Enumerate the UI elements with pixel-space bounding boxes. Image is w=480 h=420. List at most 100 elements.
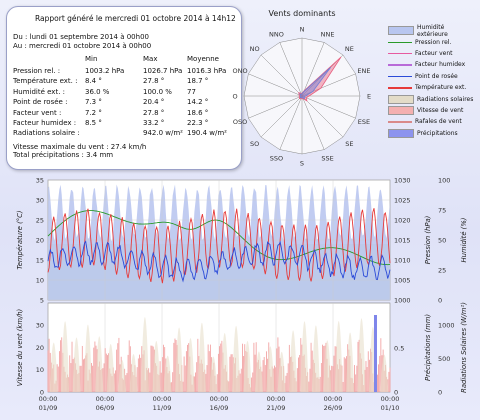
wind-tick: 10 xyxy=(36,366,44,374)
chart-legend: Humidité extérieure Pression rel. Facteur … xyxy=(388,24,476,139)
total-precip: Total précipitations : 3.4 mm xyxy=(13,151,114,159)
wind-bar xyxy=(117,343,119,392)
wind-bar xyxy=(239,373,241,392)
wind-bar xyxy=(173,342,175,392)
solar-bump xyxy=(266,346,275,392)
main-charts: 3530252015105103010251020101510101005100… xyxy=(16,177,468,413)
legend-label: Vitesse de vent xyxy=(417,106,464,114)
solar-bump xyxy=(106,343,115,392)
wind-bar xyxy=(149,372,151,392)
rose-direction-label: SO xyxy=(250,140,259,148)
report-min: 1003.2 hPa xyxy=(85,67,125,75)
wind-bar xyxy=(240,368,242,392)
wind-bar xyxy=(195,372,197,392)
rose-direction-label: ESE xyxy=(358,118,370,126)
report-max: 100.0 % xyxy=(143,87,172,96)
wind-rose-title: Vents dominants xyxy=(268,9,335,18)
dewpoint-line xyxy=(47,240,391,283)
humidity-tick: 100 xyxy=(438,177,450,185)
rose-direction-label: S xyxy=(300,160,304,168)
solar-bump xyxy=(220,332,229,392)
wind-bar xyxy=(344,358,346,392)
x-tick-date: 26/09 xyxy=(324,404,343,412)
solar-bump xyxy=(72,337,81,392)
solar-tick: 500 xyxy=(438,355,450,363)
wind-bar xyxy=(354,365,355,392)
humidity-tick: 25 xyxy=(438,267,446,275)
wind-bar xyxy=(171,382,172,392)
wind-bar xyxy=(113,373,115,392)
wind-bar xyxy=(48,338,50,392)
report-avg: 77 xyxy=(187,87,196,96)
report-min: 8.4 ° xyxy=(85,77,102,86)
wind-bar xyxy=(140,357,142,392)
wind-bar xyxy=(278,346,280,392)
pressure-tick: 1010 xyxy=(394,257,411,265)
wind-bar xyxy=(309,368,311,392)
wind-bar xyxy=(264,365,266,392)
report-from: Du : lundi 01 septembre 2014 à 00h00 xyxy=(13,33,149,41)
solar-bump xyxy=(323,340,332,392)
wind-bar xyxy=(151,345,153,392)
solar-bump xyxy=(357,318,366,392)
wind-bar xyxy=(107,355,108,392)
wind-bar xyxy=(208,351,210,392)
wind-bar xyxy=(69,355,71,392)
pressure-tick: 1030 xyxy=(394,177,411,185)
wind-bar xyxy=(127,354,129,392)
col-avg: Moyenne xyxy=(187,55,219,63)
legend-label: Température ext. xyxy=(415,84,467,92)
wind-bar xyxy=(193,376,195,392)
solar-bump xyxy=(243,341,252,392)
precip-bar xyxy=(373,315,377,392)
precip-axis-title: Précipitations (mm) xyxy=(424,314,432,381)
report-min: 36.0 % xyxy=(85,87,110,96)
precip-tick: 0.5 xyxy=(394,345,404,353)
legend-item: Vitesse de vent xyxy=(388,105,476,116)
x-tick-time: 00:00 xyxy=(39,395,58,403)
rose-direction-label: SSO xyxy=(270,154,283,162)
legend-item: Humidité extérieure xyxy=(388,24,476,38)
wind-bar xyxy=(357,341,359,392)
temp-tick: 15 xyxy=(36,257,44,265)
wind-bar xyxy=(197,338,199,392)
pressure-tick: 1015 xyxy=(394,237,411,245)
wind-bar xyxy=(104,348,106,392)
wind-bar xyxy=(95,345,97,392)
solar-tick: 0 xyxy=(438,389,442,397)
wind-bar xyxy=(296,368,298,392)
solar-bump xyxy=(311,325,320,392)
wind-tick: 20 xyxy=(36,344,44,352)
legend-swatch xyxy=(388,50,412,57)
legend-item: Facteur vent xyxy=(388,48,476,59)
wind-bar xyxy=(58,351,60,392)
x-tick-date: 16/09 xyxy=(210,404,229,412)
wind-bar xyxy=(365,361,367,392)
rose-direction-label: O xyxy=(232,93,237,101)
wind-bar xyxy=(209,344,211,392)
wind-bar xyxy=(57,366,59,392)
solar-bump xyxy=(118,359,127,392)
temp-axis-title: Température (°C) xyxy=(16,210,24,269)
report-max: 33.2 ° xyxy=(143,119,165,127)
wind-bar xyxy=(308,381,310,392)
rose-direction-label: NNE xyxy=(321,31,335,39)
solar-bump xyxy=(300,321,309,392)
rose-spoke xyxy=(279,42,303,97)
rose-direction-label: E xyxy=(367,93,371,101)
solar-bump xyxy=(95,336,104,392)
legend-swatch xyxy=(388,61,412,68)
legend-label: Facteur humidex xyxy=(415,61,466,69)
legend-label: Point de rosée xyxy=(415,72,458,80)
wind-bar xyxy=(163,344,164,392)
wind-bar xyxy=(376,374,378,392)
solar-bump xyxy=(232,325,241,392)
x-tick-date: 06/09 xyxy=(96,404,115,412)
col-min: Min xyxy=(85,55,98,63)
wind-bar xyxy=(251,377,253,392)
wind-bar xyxy=(49,352,51,392)
report-label: Humidité ext. : xyxy=(13,87,66,96)
x-tick-time: 00:00 xyxy=(381,395,400,403)
legend-item: Précipitations xyxy=(388,128,476,139)
wind-bar xyxy=(311,350,313,392)
